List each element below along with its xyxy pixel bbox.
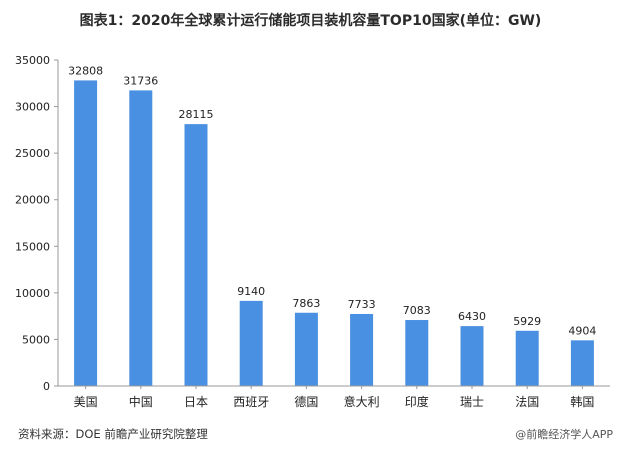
x-tick-label: 印度: [405, 394, 429, 409]
data-label: 9140: [237, 285, 265, 298]
data-label: 7733: [348, 298, 376, 311]
data-label: 31736: [123, 74, 158, 87]
y-tick-label: 30000: [15, 101, 50, 114]
x-tick-label: 瑞士: [460, 395, 484, 409]
bar: [515, 330, 539, 386]
bar: [350, 313, 374, 386]
y-tick-label: 10000: [15, 287, 50, 300]
bars: [74, 80, 594, 387]
footer-brand: @前瞻经济学人APP: [515, 428, 613, 441]
y-tick-label: 25000: [15, 147, 50, 160]
data-label: 28115: [179, 108, 214, 121]
source-note: 资料来源：DOE 前瞻产业研究院整理: [18, 427, 208, 441]
bar: [239, 300, 263, 386]
y-tick-label: 20000: [15, 194, 50, 207]
data-label: 7083: [403, 304, 431, 317]
bar: [294, 312, 318, 386]
data-label: 7863: [292, 297, 320, 310]
bar: [74, 80, 98, 386]
x-tick-label: 法国: [515, 395, 539, 409]
bar: [405, 320, 429, 386]
data-label: 6430: [458, 310, 486, 323]
data-label: 4904: [568, 324, 596, 337]
bar: [129, 90, 153, 386]
x-tick-label: 日本: [184, 395, 208, 409]
data-label: 5929: [513, 315, 541, 328]
bar: [570, 340, 594, 386]
y-tick-label: 5000: [22, 333, 50, 346]
x-tick-label: 美国: [74, 395, 98, 409]
y-axis: 0 5000 10000 15000 20000 25000 30000 35000: [15, 54, 59, 393]
y-tick-label: 35000: [15, 54, 50, 67]
y-tick-label: 0: [43, 380, 50, 393]
x-tick-label: 中国: [129, 394, 153, 409]
chart-title: 图表1：2020年全球累计运行储能项目装机容量TOP10国家(单位：GW): [79, 13, 542, 29]
data-label: 32808: [68, 64, 103, 77]
x-tick-label: 西班牙: [233, 395, 269, 409]
x-axis: 美国 中国 日本 西班牙 德国 意大利 印度 瑞士 法国 韩国: [58, 385, 610, 409]
data-labels: 32808 31736 28115 9140 7863 7733 7083 6430 5929 4…: [68, 64, 596, 337]
bar: [460, 326, 484, 386]
x-tick-label: 意大利: [344, 394, 380, 409]
x-tick-label: 韩国: [570, 394, 594, 409]
y-tick-label: 15000: [15, 240, 50, 253]
x-tick-label: 德国: [294, 394, 318, 409]
bar: [184, 124, 208, 387]
